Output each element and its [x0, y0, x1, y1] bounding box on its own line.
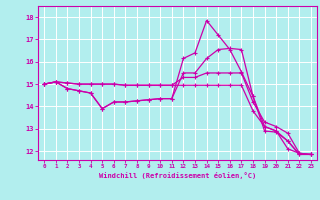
- X-axis label: Windchill (Refroidissement éolien,°C): Windchill (Refroidissement éolien,°C): [99, 172, 256, 179]
